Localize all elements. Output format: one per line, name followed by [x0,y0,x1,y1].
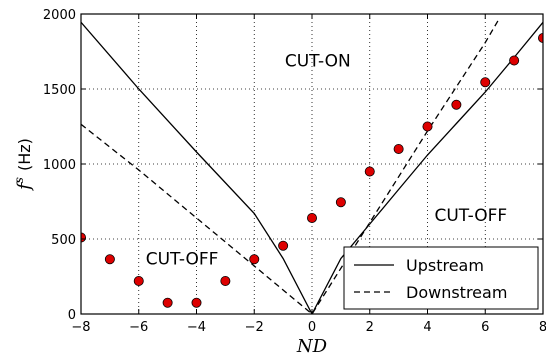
x-tick-label: −2 [245,320,264,335]
data-point [364,166,375,177]
series-line-downstream [81,17,501,314]
series-layer [81,17,543,314]
x-tick-label: −4 [187,320,206,335]
data-point [509,55,520,66]
x-tick-label: 6 [481,320,489,335]
x-tick-label: 2 [366,320,374,335]
annotation-label: CUT-ON [285,52,351,72]
data-point [220,275,231,286]
annotation-label: CUT-OFF [434,206,507,226]
x-tick-label: −6 [129,320,148,335]
ticks: −8 −6 −4 −2 0 2 4 6 8 0 500 1000 1500 2000 [43,8,546,335]
data-point [480,77,491,88]
data-point [538,33,543,43]
x-tick-label: −8 [71,320,90,335]
data-point [104,254,115,265]
y-tick-label: 1000 [43,158,76,173]
data-point [422,121,433,132]
y-tick-label: 0 [68,308,76,323]
data-point [278,240,289,251]
y-axis-label-superscript: s [12,177,26,183]
y-tick-label: 500 [51,233,76,248]
legend-label: Downstream [406,283,507,302]
data-point [133,275,144,286]
y-axis-label: fs(Hz) [12,138,35,192]
data-point [335,197,346,208]
data-point [249,254,260,265]
legend-label: Upstream [406,256,484,275]
x-tick-label: 0 [308,320,316,335]
svg-text:fs(Hz): fs(Hz) [12,138,35,192]
legend: Upstream Downstream [343,246,539,310]
data-point [162,297,173,308]
annotation-label: CUT-OFF [146,250,219,270]
y-axis-label-unit: (Hz) [15,138,34,171]
legend-box [343,246,539,310]
data-point [451,99,462,110]
series-line-upstream [81,21,543,314]
annotations: CUT-ON CUT-OFF CUT-OFF [146,52,507,270]
data-point [393,143,404,154]
x-tick-label: 8 [539,320,546,335]
y-tick-label: 2000 [43,8,76,23]
y-tick-label: 1500 [43,83,76,98]
x-axis-label: ND [296,336,328,357]
data-point [191,297,202,308]
grid [81,14,543,314]
data-point [306,212,317,223]
x-tick-label: 4 [423,320,431,335]
